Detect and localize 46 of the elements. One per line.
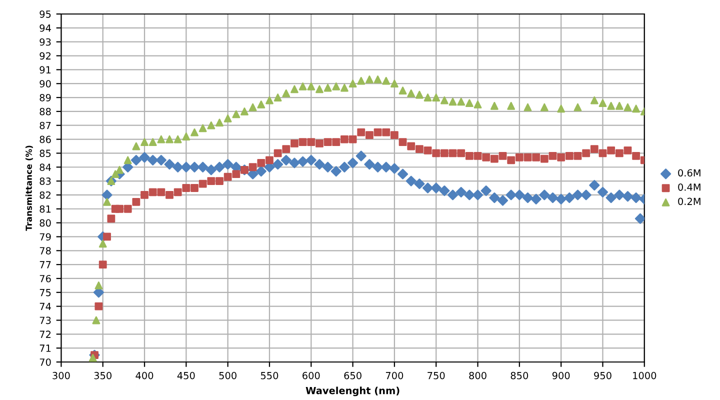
y-tick-label: 92 bbox=[40, 52, 51, 60]
y-tick-label: 77 bbox=[40, 261, 51, 268]
y-tick-label: 93 bbox=[40, 38, 51, 46]
legend-label: 0.2M bbox=[678, 198, 700, 206]
y-tick-label: 88 bbox=[40, 108, 51, 116]
y-tick-label: 72 bbox=[40, 330, 51, 338]
y-tick-label: 81 bbox=[40, 205, 51, 213]
y-tick-label: 91 bbox=[40, 66, 51, 74]
x-tick-label: 600 bbox=[302, 372, 320, 380]
y-tick-label: 79 bbox=[40, 233, 51, 241]
legend-label: 0.4M bbox=[678, 183, 700, 191]
x-tick-label: 900 bbox=[552, 372, 570, 380]
y-tick-label: 86 bbox=[40, 136, 51, 144]
x-axis-title: Wavelenght (nm) bbox=[306, 386, 400, 396]
y-tick-label: 76 bbox=[40, 274, 51, 282]
y-tick-label: 87 bbox=[40, 122, 51, 130]
y-tick-label: 82 bbox=[40, 191, 51, 199]
y-tick-label: 89 bbox=[40, 94, 51, 102]
y-tick-label: 80 bbox=[40, 219, 51, 227]
x-tick-label: 500 bbox=[219, 372, 236, 380]
y-tick-label: 78 bbox=[40, 247, 51, 254]
y-tick-label: 73 bbox=[40, 316, 51, 324]
x-tick-label: 550 bbox=[260, 372, 278, 380]
y-tick-label: 95 bbox=[40, 10, 51, 18]
x-tick-label: 700 bbox=[386, 372, 404, 380]
x-tick-label: 750 bbox=[428, 372, 445, 380]
y-axis-title: Transmittance (%) bbox=[25, 146, 33, 231]
legend-label: 0.6M bbox=[678, 169, 700, 177]
x-tick-label: 650 bbox=[344, 372, 362, 380]
x-tick-label: 450 bbox=[177, 372, 195, 380]
y-tick-label: 75 bbox=[40, 289, 51, 296]
y-tick-label: 70 bbox=[40, 358, 51, 366]
x-tick-label: 850 bbox=[510, 372, 528, 380]
y-tick-label: 71 bbox=[40, 344, 51, 352]
x-tick-label: 1000 bbox=[633, 372, 656, 380]
x-tick-label: 950 bbox=[594, 372, 612, 380]
x-tick-label: 300 bbox=[52, 372, 70, 380]
y-tick-label: 85 bbox=[40, 150, 51, 158]
y-tick-label: 83 bbox=[40, 178, 51, 185]
x-tick-label: 800 bbox=[469, 372, 486, 380]
y-tick-label: 94 bbox=[40, 24, 51, 32]
y-tick-label: 84 bbox=[40, 164, 51, 171]
y-tick-label: 90 bbox=[40, 80, 51, 88]
x-tick-label: 400 bbox=[136, 372, 154, 380]
x-tick-label: 350 bbox=[94, 372, 112, 380]
y-tick-label: 74 bbox=[40, 302, 51, 310]
